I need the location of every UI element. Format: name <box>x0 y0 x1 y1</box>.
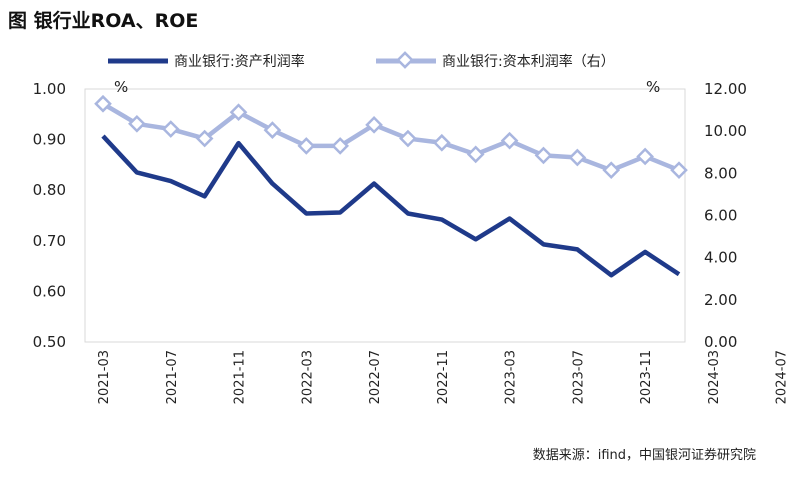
legend-label-roe: 商业银行:资本利润率（右） <box>442 53 615 70</box>
roe-point <box>670 161 688 180</box>
left-axis-unit: % <box>114 78 128 96</box>
roe-line <box>101 101 680 173</box>
right-tick-label: 2.00 <box>704 291 737 309</box>
left-tick-label: 0.90 <box>33 131 66 149</box>
source-note: 数据来源：ifind，中国银河证券研究院 <box>532 448 756 463</box>
roe-point <box>636 147 654 166</box>
x-tick-label: 2023-11 <box>639 350 654 404</box>
left-tick-label: 0.80 <box>33 181 66 199</box>
right-tick-label: 0.00 <box>704 333 737 351</box>
roe-point <box>534 146 553 165</box>
right-tick-label: 6.00 <box>704 207 737 225</box>
roe-point <box>432 133 451 152</box>
left-tick-label: 0.50 <box>33 333 66 351</box>
right-tick-label: 4.00 <box>704 249 737 267</box>
right-tick-label: 10.00 <box>704 122 747 140</box>
roe-point <box>500 131 519 150</box>
roe-point <box>161 120 180 138</box>
roe-point <box>365 116 383 134</box>
roe-point <box>263 121 282 139</box>
right-axis-ticks: 0.00 2.00 4.00 6.00 8.00 10.00 12.00 <box>704 80 747 351</box>
roe-point <box>568 148 587 167</box>
left-tick-label: 1.00 <box>33 80 66 98</box>
x-tick-label: 2024-03 <box>707 350 722 404</box>
figure-title: 图 银行业ROA、ROE <box>8 10 199 32</box>
x-tick-label: 2023-03 <box>504 350 519 404</box>
x-tick-label: 2022-03 <box>300 350 315 404</box>
plot-frame <box>84 88 686 343</box>
roe-point <box>297 137 316 155</box>
roe-point <box>331 137 350 155</box>
x-tick-label: 2021-11 <box>233 350 248 404</box>
right-tick-label: 12.00 <box>704 80 747 98</box>
x-tick-label: 2022-07 <box>368 350 383 404</box>
right-axis-unit: % <box>646 78 660 96</box>
x-tick-label: 2021-03 <box>97 350 112 404</box>
x-tick-label: 2024-07 <box>775 350 790 404</box>
right-tick-label: 8.00 <box>704 164 737 182</box>
roe-point <box>229 103 248 122</box>
series-roe <box>94 94 688 180</box>
roe-point <box>399 129 417 148</box>
roe-point <box>602 161 621 180</box>
left-axis-ticks: 0.50 0.60 0.70 0.80 0.90 1.00 <box>33 80 66 351</box>
series-roa <box>101 134 681 278</box>
roe-point <box>94 94 112 113</box>
left-tick-label: 0.60 <box>33 282 66 300</box>
roe-point <box>195 129 214 148</box>
legend-marker-roe <box>396 51 414 69</box>
legend: 商业银行:资产利润率 商业银行:资本利润率（右） <box>108 51 615 70</box>
x-tick-label: 2021-07 <box>165 350 180 404</box>
roe-point <box>466 145 485 164</box>
roe-point <box>128 114 146 133</box>
left-tick-label: 0.70 <box>33 232 66 250</box>
legend-label-roa: 商业银行:资产利润率 <box>174 53 305 70</box>
x-tick-label: 2023-07 <box>571 350 586 404</box>
x-axis-ticks: 2021-03 2021-07 2021-11 2022-03 2022-07 2022-… <box>97 350 790 404</box>
roa-line <box>101 134 681 278</box>
x-tick-label: 2022-11 <box>436 350 451 404</box>
